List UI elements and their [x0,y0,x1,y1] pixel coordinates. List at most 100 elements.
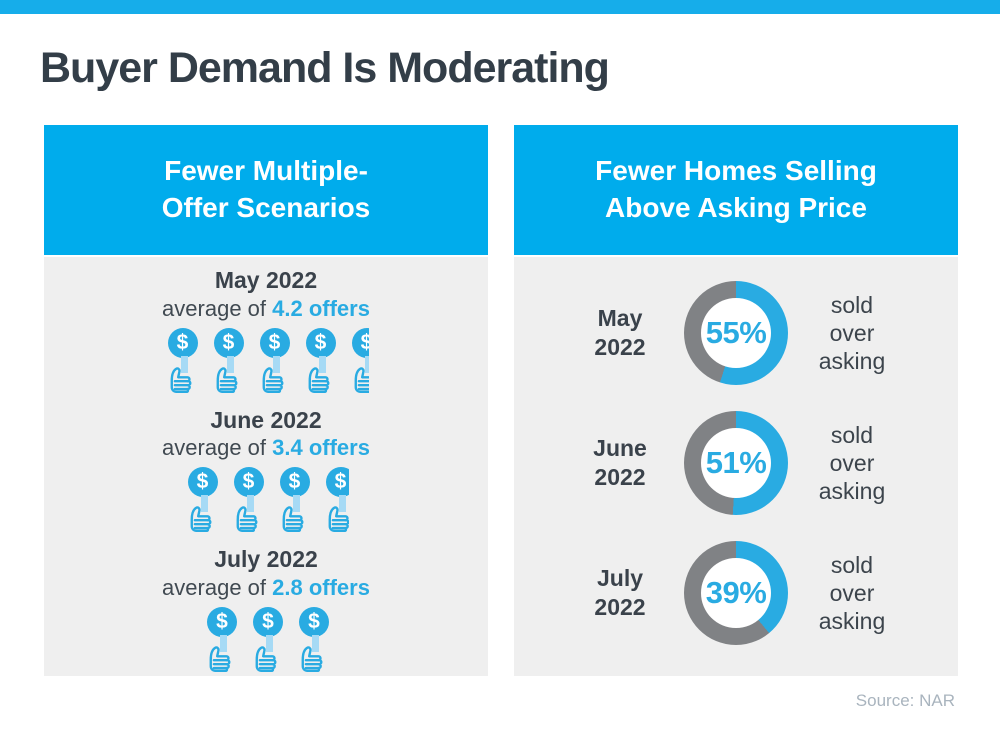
offers-panel-header: Fewer Multiple- Offer Scenarios [44,125,488,256]
donut-percent-label: 39% [705,575,767,611]
donut-month-label: July 2022 [594,565,646,621]
dollar-coin-icon: $ [259,327,290,358]
offer-month-label: May 2022 [214,267,318,294]
thumbs-up-icon [301,646,323,673]
offer-average-text: average of 3.4 offers [44,436,488,460]
offer-month-label: June 2022 [210,406,322,433]
offers-header-line2: Offer Scenarios [161,192,371,224]
offer-icons-row: $ $ $ [44,607,488,673]
dollar-coin-icon: $ [351,327,369,358]
offer-icons-row: $ $ $ $ [44,467,488,533]
dollar-thumbs-up-icon: $ [256,327,294,394]
dollar-coin-icon: $ [167,327,198,358]
offer-average-prefix: average of [162,435,273,461]
dollar-thumbs-up-icon: $ [230,467,268,533]
icon-stem [312,635,319,653]
sold-header-line1: Fewer Homes Selling [595,155,877,187]
donut-month-label: May 2022 [594,305,646,361]
icon-stem [200,495,208,513]
icon-stem [364,355,369,373]
offer-average-value: 4.2 offers [272,295,370,321]
page-title: Buyer Demand Is Moderating [40,44,610,92]
sold-over-asking-panel-body: May 2022 55% sold over asking June 2022 … [514,257,958,677]
donut-caption: sold over asking [818,552,886,635]
icon-stem [272,355,280,373]
dollar-thumbs-up-icon: $ [322,467,349,533]
dollar-coin-icon: $ [213,327,244,358]
donut-percent-label: 51% [705,445,767,481]
icon-stem [318,355,326,373]
donut-chart-may: 55% [684,281,788,386]
offers-panel-body: May 2022 average of 4.2 offers $ $ $ $ $ Jun… [44,257,488,677]
thumbs-up-icon [236,506,257,533]
dollar-coin-icon: $ [305,327,336,358]
thumbs-up-icon [262,367,283,393]
donut-month-label: June 2022 [593,435,647,491]
icon-stem [266,635,273,653]
icon-stem [246,495,254,513]
donut-chart-july: 39% [684,541,788,646]
donut-percent-label: 55% [705,315,767,351]
donut-row-may: May 2022 55% sold over asking [578,281,894,386]
sold-header-line2: Above Asking Price [605,192,867,224]
dollar-thumbs-up-icon: $ [348,327,369,394]
offer-average-value: 3.4 offers [272,435,370,461]
donut-caption: sold over asking [818,422,886,505]
icon-stem [220,635,227,653]
offer-average-text: average of 4.2 offers [44,295,488,321]
donut-row-july: July 2022 39% sold over asking [578,541,894,646]
top-accent-bar [0,0,1000,14]
thumbs-up-icon [170,367,191,393]
donut-chart-june: 51% [684,411,788,516]
dollar-thumbs-up-icon: $ [210,327,248,394]
dollar-thumbs-up-icon: $ [295,607,329,673]
offers-header-line1: Fewer Multiple- [164,155,368,187]
dollar-thumbs-up-icon: $ [184,467,222,533]
dollar-coin-icon: $ [207,607,237,638]
dollar-thumbs-up-icon: $ [164,327,202,394]
thumbs-up-icon [255,646,277,673]
offer-group-may: May 2022 average of 4.2 offers $ $ $ $ $ [44,267,488,394]
donut-hole: 51% [701,428,771,499]
dollar-thumbs-up-icon-partial: $ [322,467,349,533]
dollar-coin-icon: $ [299,607,329,638]
dollar-coin-icon: $ [187,467,218,498]
dollar-thumbs-up-icon: $ [276,467,314,533]
thumbs-up-icon [308,367,329,393]
icon-stem [292,495,300,513]
dollar-coin-icon: $ [253,607,283,638]
offer-average-prefix: average of [162,574,273,600]
dollar-thumbs-up-icon-partial: $ [295,607,329,673]
dollar-coin-icon: $ [325,467,349,498]
sold-over-asking-panel-header: Fewer Homes Selling Above Asking Price [514,125,958,256]
thumbs-up-icon [209,646,231,673]
donut-hole: 55% [701,298,771,369]
icon-stem [180,355,188,373]
offer-average-prefix: average of [162,295,273,321]
thumbs-up-icon [190,506,211,533]
panels-container: Fewer Multiple- Offer Scenarios May 2022… [44,125,958,677]
donut-hole: 39% [701,558,771,629]
offer-group-june: June 2022 average of 3.4 offers $ $ $ $ [44,407,488,534]
source-attribution: Source: NAR [855,691,955,711]
donut-caption: sold over asking [818,292,886,375]
offer-average-value: 2.8 offers [272,574,370,600]
donut-row-june: June 2022 51% sold over asking [578,411,894,516]
offer-icons-row: $ $ $ $ $ [44,327,488,394]
dollar-thumbs-up-icon: $ [249,607,287,673]
offer-average-text: average of 2.8 offers [44,574,488,600]
sold-over-asking-panel: Fewer Homes Selling Above Asking Price M… [514,125,958,677]
dollar-coin-icon: $ [279,467,310,498]
offers-panel: Fewer Multiple- Offer Scenarios May 2022… [44,125,488,677]
thumbs-up-icon [328,506,349,533]
dollar-thumbs-up-icon: $ [302,327,340,394]
offer-month-label: July 2022 [214,546,318,573]
thumbs-up-icon [282,506,303,533]
thumbs-up-icon [354,367,369,393]
icon-stem [338,495,346,513]
offer-group-july: July 2022 average of 2.8 offers $ $ $ [44,546,488,673]
thumbs-up-icon [216,367,237,393]
dollar-coin-icon: $ [233,467,264,498]
dollar-thumbs-up-icon-partial: $ [348,327,369,394]
dollar-thumbs-up-icon: $ [203,607,241,673]
